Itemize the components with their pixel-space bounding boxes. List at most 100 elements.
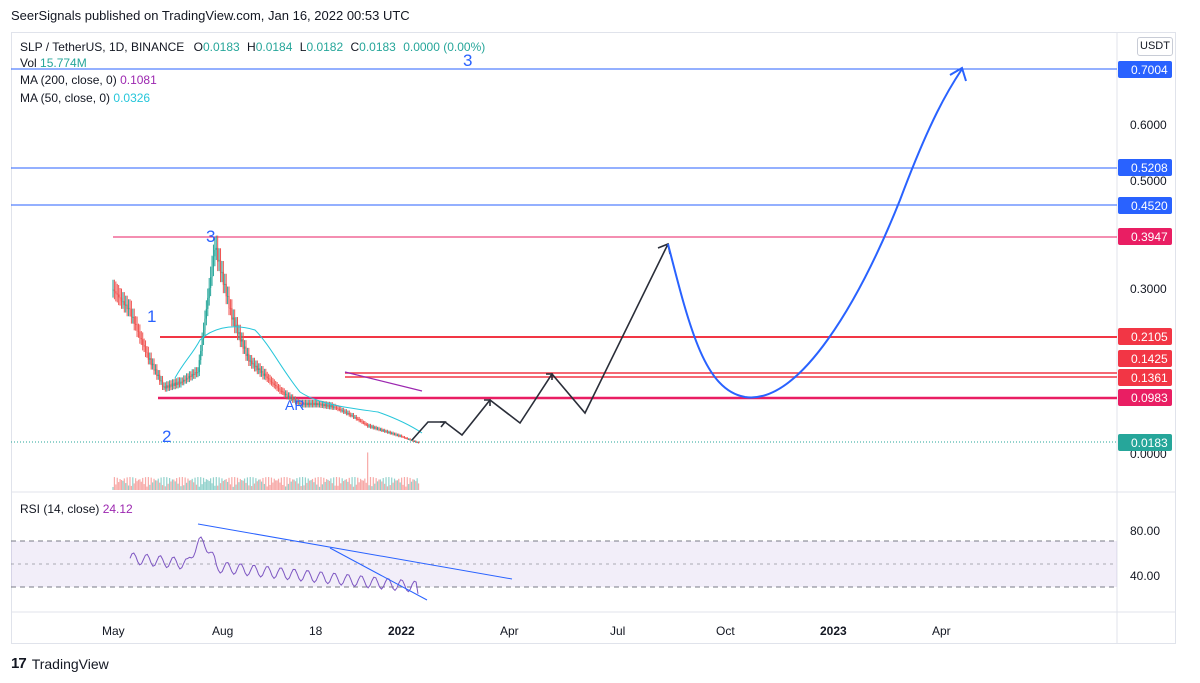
high-key: H [247, 40, 256, 54]
candle-body [409, 439, 411, 441]
volume-bar [140, 481, 142, 490]
candle-body [352, 415, 355, 418]
candle-body [262, 370, 264, 376]
volume-bar [249, 477, 251, 490]
candle-body [188, 375, 190, 379]
volume-bar [282, 484, 284, 490]
candle-body [130, 309, 132, 317]
candle-body [212, 256, 215, 267]
volume-bar [340, 483, 342, 490]
volume-bar [215, 477, 217, 490]
volume-bar [311, 478, 314, 490]
volume-bar [347, 481, 349, 490]
volume-bar [212, 477, 215, 490]
rsi-legend: RSI (14, close) 24.12 [20, 501, 133, 517]
candle-body [313, 402, 315, 406]
price-label-0.0183: 0.0183 [1118, 434, 1172, 451]
volume-bar [137, 479, 140, 490]
volume-bar [294, 481, 297, 490]
volume-bar [198, 486, 200, 490]
candle-body [314, 402, 316, 406]
candle-body [388, 431, 390, 433]
volume-bar [231, 477, 233, 490]
price-label-0.7004: 0.7004 [1118, 61, 1172, 78]
volume-bar [368, 485, 370, 490]
volume-bar [260, 481, 263, 490]
candle-body [248, 353, 250, 362]
candle-body [243, 346, 246, 349]
candle-body [198, 360, 200, 373]
volume-bar [127, 485, 130, 490]
volume-bar [234, 477, 236, 490]
volume-bar [183, 485, 185, 490]
ma50-legend: MA (50, close, 0) 0.0326 [20, 90, 150, 106]
volume-bar [320, 477, 322, 490]
volume-bar [228, 477, 230, 490]
candle-body [259, 368, 261, 373]
low-value: 0.0182 [306, 40, 344, 54]
candle-body [330, 405, 332, 408]
volume-bar [316, 484, 318, 490]
candle-body [161, 380, 164, 387]
candle-body [225, 283, 227, 297]
volume-bar [299, 477, 301, 490]
candle-body [260, 370, 263, 373]
volume-bar [306, 482, 308, 490]
footer: 17 TradingView [11, 655, 109, 672]
volume-bar [395, 480, 397, 490]
candle-body [181, 381, 183, 383]
volume-bar [154, 480, 157, 490]
candle-body [152, 363, 154, 366]
volume-bar [262, 477, 264, 490]
candle-body [389, 431, 391, 434]
ma50-key: MA (50, close, 0) [20, 91, 111, 105]
candle-body [194, 372, 196, 375]
volume-bar [139, 479, 141, 490]
candle-body [335, 407, 338, 409]
wave-label: 1 [147, 307, 156, 326]
candle-body [379, 429, 381, 431]
candle-body [222, 271, 224, 285]
volume-bar [156, 480, 158, 490]
volume-bar [161, 485, 164, 490]
candles [112, 235, 420, 444]
candle-body [256, 365, 258, 371]
candle-body [251, 360, 253, 365]
svg-text:0.4520: 0.4520 [1131, 199, 1168, 213]
volume-bar [150, 477, 152, 490]
volume-bar [297, 483, 299, 490]
volume-bar [222, 480, 224, 490]
candle-body [177, 381, 179, 386]
volume-bar [391, 477, 393, 490]
volume-bar [125, 483, 127, 490]
price-label-0.2105: 0.2105 [1118, 328, 1172, 345]
candle-body [150, 358, 152, 366]
volume-bar [226, 481, 229, 490]
volume-bar [402, 484, 404, 490]
x-tick: 2022 [388, 624, 415, 638]
candle-body [364, 422, 366, 425]
volume-bar [381, 481, 383, 490]
candle-body [154, 369, 157, 371]
candle-body [376, 428, 379, 430]
arrowhead [949, 66, 967, 82]
candle-body [211, 266, 213, 278]
candle-body [214, 249, 216, 257]
volume-bar [269, 484, 271, 490]
candle-body [287, 395, 290, 397]
volume-bar [202, 477, 205, 490]
candle-body [167, 385, 169, 388]
volume-bar [388, 477, 390, 490]
ohlc-legend: SLP / TetherUS, 1D, BINANCE O0.0183 H0.0… [20, 39, 485, 55]
svg-text:0.0983: 0.0983 [1131, 391, 1168, 405]
volume-bar [338, 477, 340, 490]
currency-button[interactable]: USDT [1137, 37, 1173, 56]
candle-body [401, 435, 403, 437]
ar-label: AR [285, 397, 304, 413]
volume-bar [276, 480, 278, 490]
candle-body [326, 404, 328, 407]
volume-bar [173, 479, 175, 490]
candle-body [365, 424, 367, 426]
symbol-label[interactable]: SLP / TetherUS, 1D, BINANCE [20, 40, 185, 54]
volume-bar [343, 481, 345, 490]
